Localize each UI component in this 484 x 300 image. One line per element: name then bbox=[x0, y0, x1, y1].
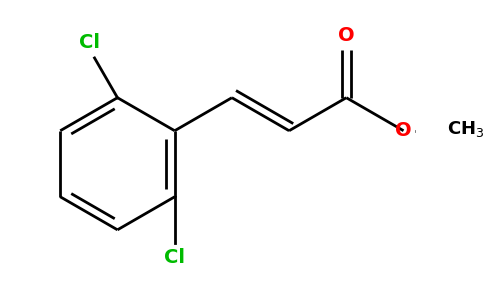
Text: O: O bbox=[395, 121, 412, 140]
Text: Cl: Cl bbox=[164, 248, 185, 267]
Text: O: O bbox=[338, 26, 355, 45]
Text: CH$_3$: CH$_3$ bbox=[447, 119, 484, 139]
Text: Cl: Cl bbox=[79, 34, 101, 52]
